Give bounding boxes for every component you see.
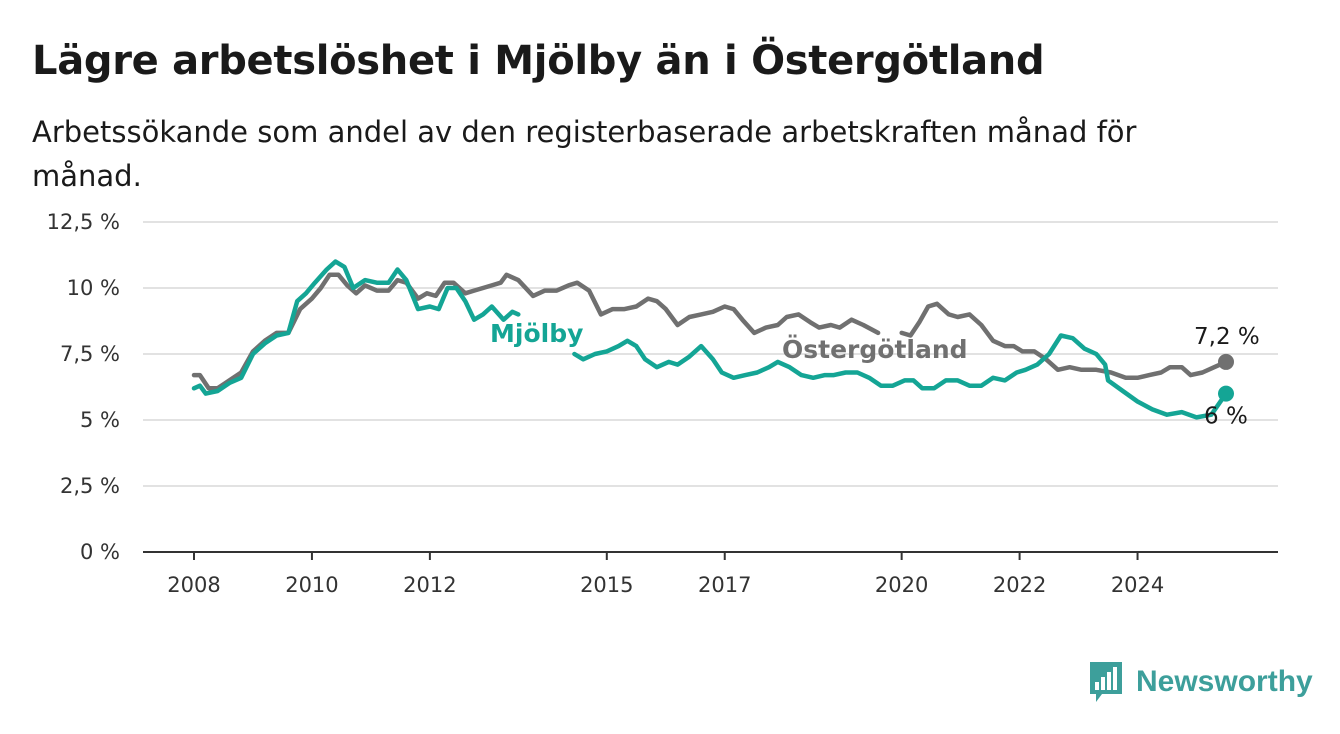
- x-tick-label: 2010: [285, 573, 338, 597]
- x-tick-label: 2022: [993, 573, 1046, 597]
- series-line--sterg-tland: [191, 272, 1229, 391]
- series-label-ostergotland: Östergötland: [782, 334, 968, 364]
- x-tick-label: 2015: [580, 573, 633, 597]
- x-axis: 2008 2010 2012 2015 2017 2020 2022 2024: [143, 551, 1278, 597]
- x-tick-label: 2008: [167, 573, 220, 597]
- newsworthy-brand: Newsworthy: [1088, 660, 1313, 704]
- x-tick-label: 2012: [403, 573, 456, 597]
- y-tick-label: 12,5 %: [47, 210, 120, 234]
- bar-chart-logo-icon: [1090, 662, 1122, 702]
- y-axis-ticks: 0 % 2,5 % 5 % 7,5 % 10 % 12,5 %: [47, 210, 120, 564]
- y-tick-label: 10 %: [67, 276, 120, 300]
- y-tick-label: 7,5 %: [60, 342, 120, 366]
- brand-name: Newsworthy: [1136, 665, 1313, 698]
- series-lines: [191, 259, 1234, 420]
- y-gridlines: [143, 221, 1278, 487]
- series-end-point: [1218, 385, 1234, 402]
- series-label-mjolby: Mjölby: [490, 319, 583, 348]
- end-value-label-mjolby: 6 %: [1204, 404, 1248, 430]
- series-end-point: [1218, 353, 1234, 370]
- chart-title: Lägre arbetslöshet i Mjölby än i Östergö…: [32, 38, 1045, 84]
- series-labels: Mjölby Östergötland 7,2 % 6 %: [490, 319, 1260, 430]
- x-tick-label: 2024: [1111, 573, 1164, 597]
- y-tick-label: 5 %: [80, 408, 120, 432]
- y-tick-label: 2,5 %: [60, 474, 120, 498]
- end-value-label-ostergotland: 7,2 %: [1194, 324, 1260, 350]
- chart-subtitle: Arbetssökande som andel av den registerb…: [32, 115, 1137, 193]
- x-tick-label: 2017: [698, 573, 751, 597]
- x-tick-label: 2020: [875, 573, 928, 597]
- series-line-mj-lby: [191, 259, 1229, 420]
- y-tick-label: 0 %: [80, 540, 120, 564]
